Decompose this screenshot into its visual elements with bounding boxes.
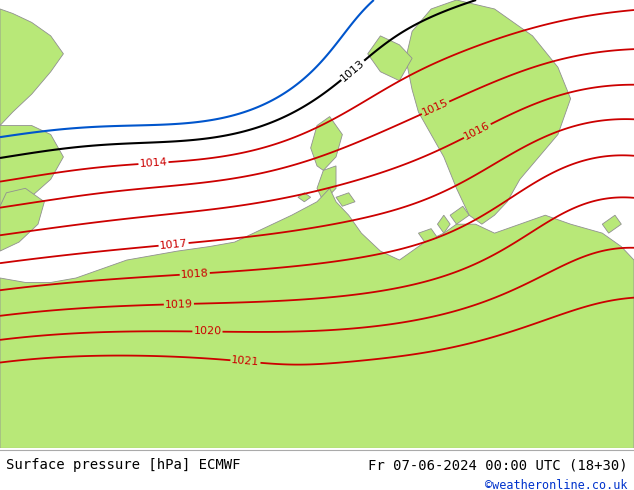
Polygon shape [368, 36, 412, 81]
Text: 1020: 1020 [193, 326, 221, 337]
Polygon shape [311, 117, 342, 171]
Polygon shape [418, 229, 437, 242]
Text: ©weatheronline.co.uk: ©weatheronline.co.uk [485, 479, 628, 490]
Polygon shape [0, 125, 63, 215]
Text: 1021: 1021 [231, 355, 260, 368]
Polygon shape [437, 215, 450, 233]
Text: 1016: 1016 [463, 120, 492, 142]
Polygon shape [602, 215, 621, 233]
Polygon shape [317, 166, 336, 202]
Text: 1013: 1013 [339, 57, 366, 83]
Text: Fr 07-06-2024 00:00 UTC (18+30): Fr 07-06-2024 00:00 UTC (18+30) [368, 458, 628, 472]
Polygon shape [450, 206, 469, 224]
Text: 1015: 1015 [421, 98, 450, 118]
Polygon shape [298, 193, 311, 202]
Text: 1019: 1019 [165, 299, 193, 310]
Text: 1018: 1018 [181, 268, 209, 280]
Text: 1017: 1017 [159, 238, 188, 251]
Text: Surface pressure [hPa] ECMWF: Surface pressure [hPa] ECMWF [6, 458, 241, 472]
Polygon shape [406, 0, 571, 224]
Polygon shape [0, 188, 634, 448]
Polygon shape [336, 193, 355, 206]
Text: 1014: 1014 [139, 157, 168, 169]
Polygon shape [0, 188, 44, 251]
Polygon shape [0, 9, 63, 125]
